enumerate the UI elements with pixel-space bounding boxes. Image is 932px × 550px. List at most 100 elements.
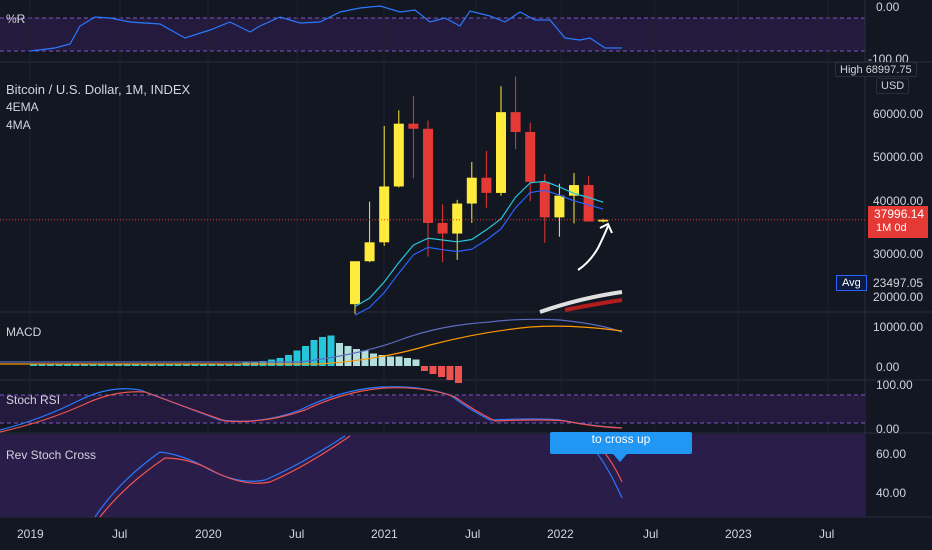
candle-body-6 [437,222,448,234]
arrow-annotation [577,225,609,271]
macd-scale-10000: 10000.00 [873,320,924,334]
candle-body-12 [525,132,536,182]
currency-label[interactable]: USD [876,78,910,94]
macd-bar-48 [438,366,445,377]
pct-r-scale-0: 0.00 [876,0,900,14]
macd-bar-18 [183,364,190,366]
rev-stoch-tooltip[interactable]: to cross up [550,432,692,454]
macd-bar-22 [217,364,224,366]
macd-bar-24 [234,364,241,366]
ma-line-4ema [354,180,604,308]
macd-bar-45 [412,359,420,366]
candle-body-7 [452,203,463,234]
time-tick-jul-2021: Jul [465,527,481,541]
stoch-d-line [0,387,623,433]
red-band [564,298,623,312]
macd-bar-38 [353,349,360,366]
candle-body-14 [554,195,565,218]
candle-body-5 [423,128,433,223]
rev-stoch-scale-60: 60.00 [876,447,907,461]
macd-signal-line [0,325,623,365]
candle-body-8 [466,177,477,204]
symbol-title[interactable]: Bitcoin / U.S. Dollar, 1M, INDEX [6,82,191,97]
macd-bar-15 [157,364,165,366]
legend-4ma[interactable]: 4MA [6,118,31,132]
last-price-value: 37996.14 [874,207,925,221]
stoch-rsi-label[interactable]: Stoch RSI [6,393,61,407]
macd-bar-13 [140,364,148,366]
macd-bar-42 [387,356,394,366]
macd-bar-44 [404,358,411,366]
candle-body-0 [350,261,360,305]
time-tick-2021: 2021 [371,527,398,541]
time-tick-2022: 2022 [547,527,574,541]
candle-body-13 [539,181,550,218]
macd-bar-32 [302,346,309,366]
macd-bar-36 [336,343,343,366]
avg-value: 23497.05 [873,276,924,290]
rev-stoch-scale-40: 40.00 [876,486,907,500]
time-tick-2020: 2020 [195,527,222,541]
macd-bar-39 [361,350,369,366]
rev-stoch-label[interactable]: Rev Stoch Cross [6,448,97,462]
legend-4ema[interactable]: 4EMA [6,100,39,114]
macd-bar-16 [166,364,173,366]
last-price-badge: 37996.14 1M 0d [868,206,928,238]
macd-label[interactable]: MACD [6,325,42,339]
pct-r-label: %R [6,12,26,26]
macd-bar-17 [174,364,182,366]
macd-bar-33 [310,340,318,366]
time-tick-jul-2019: Jul [112,527,128,541]
candle-body-4 [408,123,419,129]
macd-bar-9 [106,364,114,366]
rev-stoch-tooltip-text: to cross up [591,432,651,446]
time-tick-jul-2022: Jul [643,527,659,541]
rev-stoch-pane-bg [0,434,865,517]
macd-bar-47 [429,366,437,374]
macd-bar-0 [30,364,37,366]
candle-body-10 [496,112,506,193]
time-tick-2019: 2019 [17,527,44,541]
candle-body-15 [569,185,579,196]
macd-bar-19 [191,364,199,366]
macd-bar-34 [319,337,326,366]
avg-label: Avg [836,275,867,291]
macd-scale-0: 0.00 [876,360,900,374]
macd-bar-21 [208,364,216,366]
stoch-rsi-scale-0: 0.00 [876,422,900,436]
high-badge-label: High [840,64,863,76]
macd-bar-23 [225,364,233,366]
white-band [539,290,623,314]
macd-bar-46 [421,366,428,371]
candle-body-11 [510,112,521,132]
macd-bar-6 [81,364,88,366]
stoch-rsi-scale-100: 100.00 [876,378,913,392]
rev-stoch-d-line [99,435,351,518]
ma-line-4ma [354,189,604,316]
macd-bar-43 [395,356,403,366]
macd-bar-14 [149,364,156,366]
candle-body-17 [598,219,609,222]
tooltip-pointer-icon [613,454,627,462]
macd-bar-10 [115,364,122,366]
stoch-rsi-band [0,395,865,423]
high-badge-value: 68997.75 [865,64,912,76]
countdown-value: 1M 0d [876,222,907,234]
macd-bar-37 [344,346,352,366]
candle-body-16 [583,185,594,222]
macd-bar-5 [72,364,80,366]
price-scale-30000: 30000.00 [873,247,924,261]
macd-bar-31 [293,350,301,366]
candle-body-2 [379,186,390,243]
high-badge: High 68997.75 [835,62,917,77]
macd-bar-12 [132,364,139,366]
macd-bar-2 [47,364,54,366]
macd-bar-11 [123,364,131,366]
macd-bar-49 [446,366,454,380]
candle-body-1 [364,242,375,262]
pct-r-line [29,5,622,52]
macd-bar-41 [378,355,386,366]
macd-bar-7 [89,364,97,366]
